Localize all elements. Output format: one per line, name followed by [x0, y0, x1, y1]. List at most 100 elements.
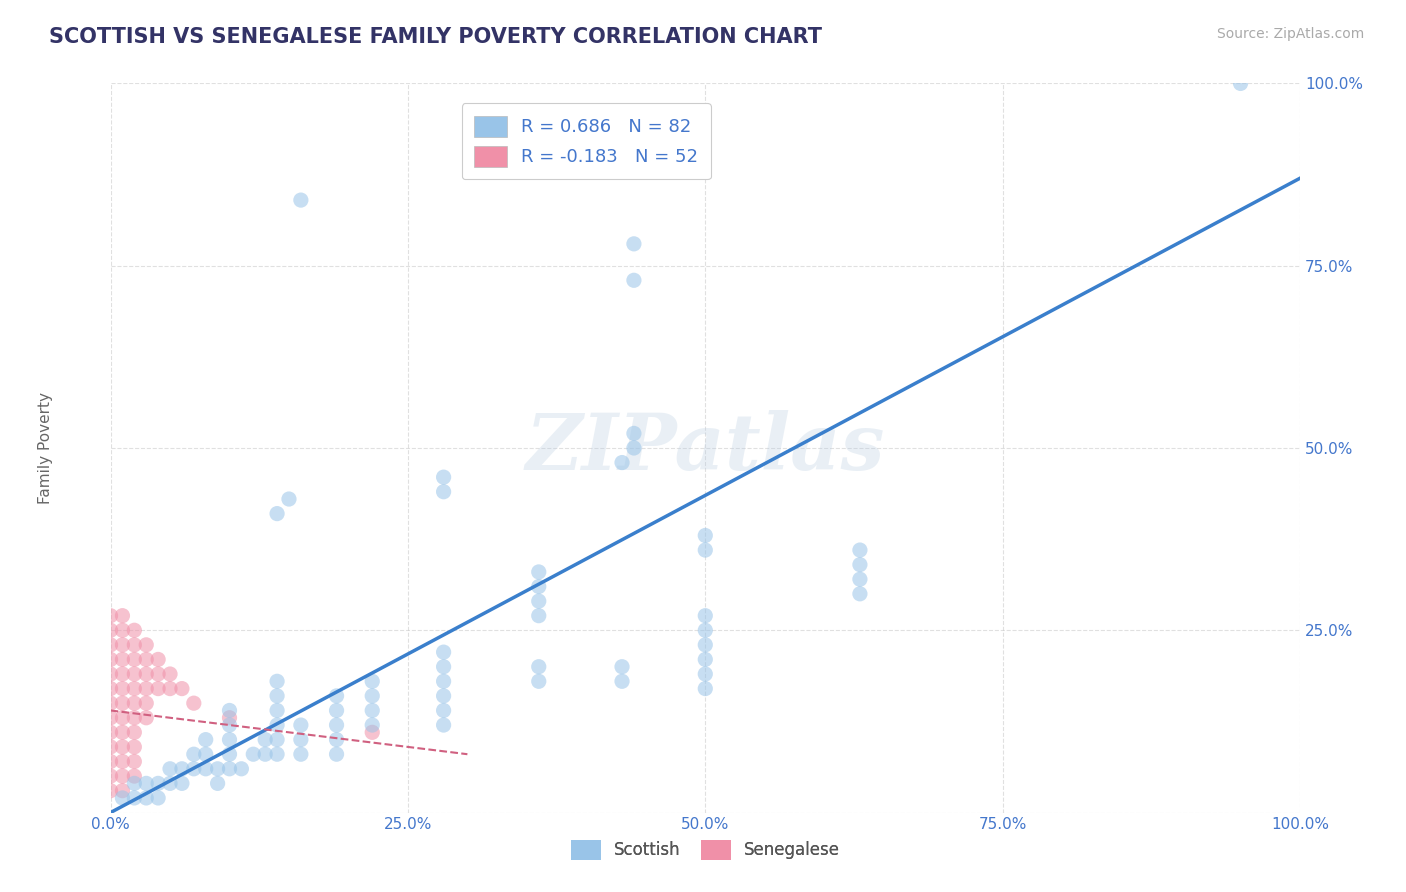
- Point: [266, 507, 288, 521]
- Point: [124, 624, 146, 638]
- Point: [183, 747, 205, 762]
- Text: Source: ZipAtlas.com: Source: ZipAtlas.com: [1216, 27, 1364, 41]
- Point: [610, 674, 633, 689]
- Point: [325, 703, 347, 717]
- Point: [111, 696, 134, 710]
- Point: [124, 681, 146, 696]
- Point: [695, 638, 717, 652]
- Point: [290, 193, 312, 207]
- Point: [111, 791, 134, 805]
- Point: [695, 652, 717, 666]
- Point: [100, 608, 122, 623]
- Point: [100, 739, 122, 754]
- Point: [218, 711, 240, 725]
- Point: [194, 762, 217, 776]
- Point: [527, 608, 550, 623]
- Point: [146, 776, 169, 790]
- Point: [111, 739, 134, 754]
- Point: [325, 689, 347, 703]
- Point: [207, 762, 229, 776]
- Point: [433, 484, 456, 499]
- Point: [527, 594, 550, 608]
- Point: [111, 783, 134, 797]
- Point: [433, 470, 456, 484]
- Point: [100, 681, 122, 696]
- Point: [218, 718, 240, 732]
- Point: [433, 718, 456, 732]
- Point: [100, 711, 122, 725]
- Point: [266, 732, 288, 747]
- Point: [610, 659, 633, 673]
- Point: [111, 667, 134, 681]
- Point: [124, 739, 146, 754]
- Point: [100, 725, 122, 739]
- Point: [111, 755, 134, 769]
- Point: [361, 725, 384, 739]
- Point: [135, 696, 157, 710]
- Point: [325, 718, 347, 732]
- Point: [146, 681, 169, 696]
- Point: [623, 426, 645, 441]
- Legend: Scottish, Senegalese: Scottish, Senegalese: [564, 834, 846, 866]
- Point: [159, 681, 181, 696]
- Point: [207, 776, 229, 790]
- Point: [124, 725, 146, 739]
- Point: [623, 441, 645, 455]
- Point: [695, 624, 717, 638]
- Point: [159, 776, 181, 790]
- Point: [100, 638, 122, 652]
- Point: [266, 689, 288, 703]
- Point: [218, 732, 240, 747]
- Point: [146, 652, 169, 666]
- Point: [146, 667, 169, 681]
- Point: [527, 565, 550, 579]
- Point: [124, 667, 146, 681]
- Point: [433, 703, 456, 717]
- Text: SCOTTISH VS SENEGALESE FAMILY POVERTY CORRELATION CHART: SCOTTISH VS SENEGALESE FAMILY POVERTY CO…: [49, 27, 823, 46]
- Point: [124, 791, 146, 805]
- Point: [100, 696, 122, 710]
- Point: [695, 681, 717, 696]
- Point: [183, 762, 205, 776]
- Point: [111, 624, 134, 638]
- Point: [111, 681, 134, 696]
- Point: [111, 725, 134, 739]
- Point: [849, 587, 872, 601]
- Point: [218, 762, 240, 776]
- Point: [695, 667, 717, 681]
- Point: [849, 572, 872, 586]
- Point: [361, 674, 384, 689]
- Point: [111, 652, 134, 666]
- Point: [124, 755, 146, 769]
- Point: [361, 718, 384, 732]
- Point: [111, 769, 134, 783]
- Point: [100, 755, 122, 769]
- Point: [254, 747, 277, 762]
- Point: [849, 558, 872, 572]
- Point: [124, 776, 146, 790]
- Point: [111, 638, 134, 652]
- Point: [290, 718, 312, 732]
- Point: [231, 762, 253, 776]
- Point: [135, 667, 157, 681]
- Point: [290, 747, 312, 762]
- Point: [610, 456, 633, 470]
- Point: [433, 645, 456, 659]
- Point: [254, 732, 277, 747]
- Point: [849, 543, 872, 558]
- Text: ZIPatlas: ZIPatlas: [526, 409, 884, 486]
- Point: [100, 652, 122, 666]
- Point: [111, 608, 134, 623]
- Point: [135, 681, 157, 696]
- Point: [623, 236, 645, 251]
- Point: [194, 732, 217, 747]
- Text: Family Poverty: Family Poverty: [38, 392, 52, 504]
- Point: [695, 528, 717, 542]
- Point: [135, 652, 157, 666]
- Point: [266, 674, 288, 689]
- Point: [170, 681, 193, 696]
- Point: [170, 762, 193, 776]
- Point: [266, 718, 288, 732]
- Point: [325, 732, 347, 747]
- Point: [100, 624, 122, 638]
